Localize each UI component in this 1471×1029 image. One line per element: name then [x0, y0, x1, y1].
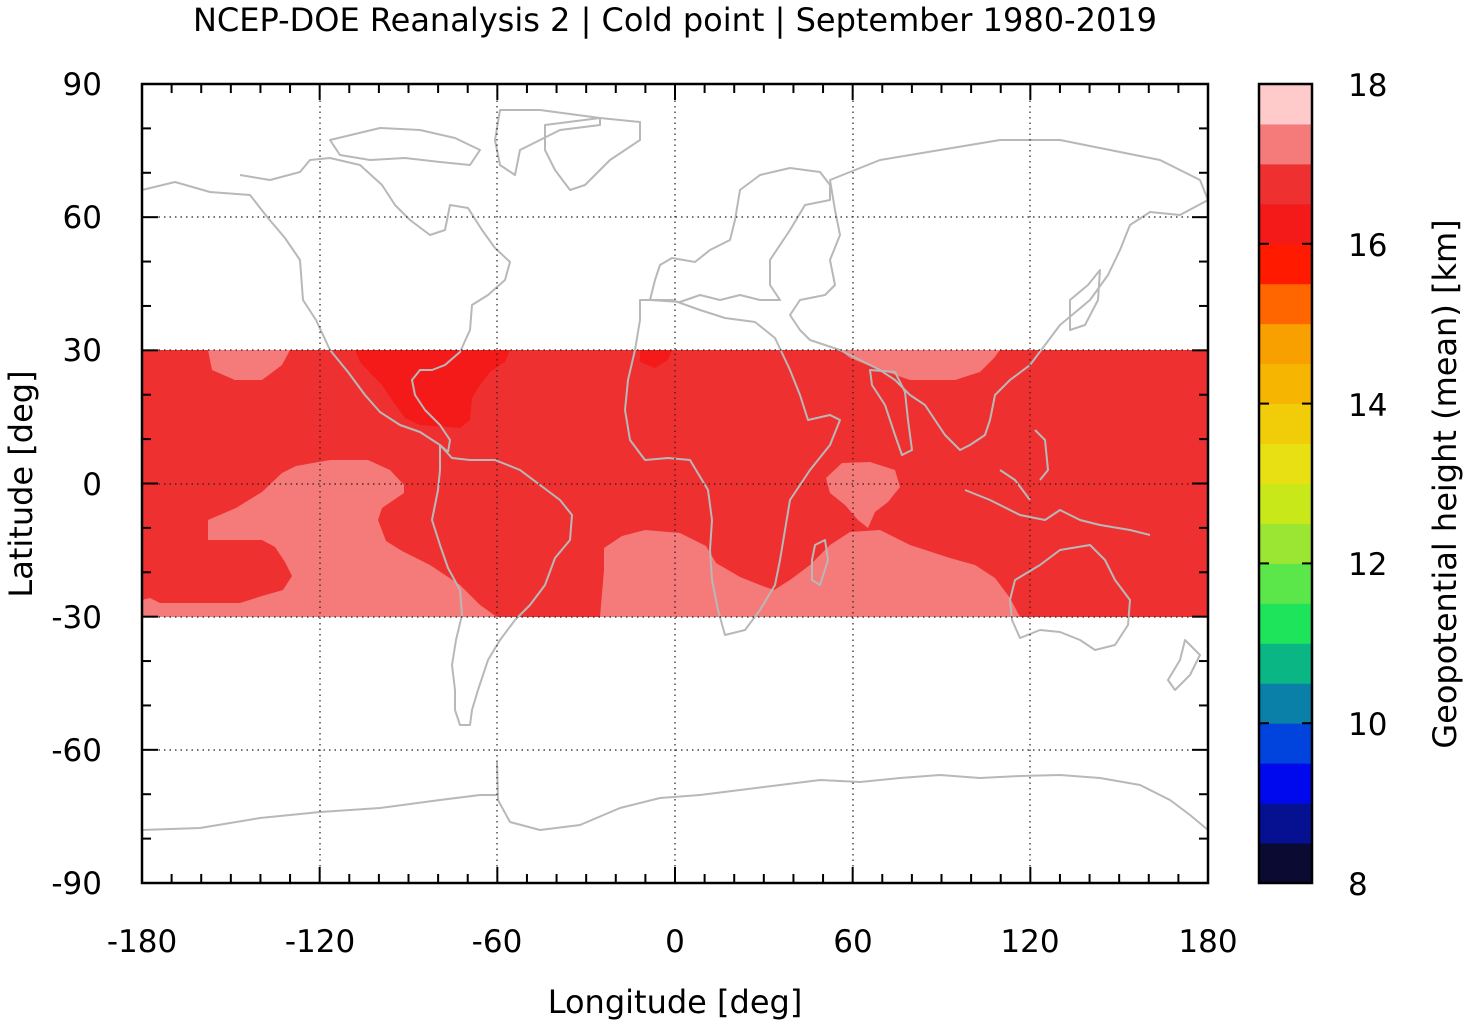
coastline-africa [624, 299, 841, 636]
colorbar-segment [1259, 403, 1312, 445]
x-tick-label: -120 [285, 924, 355, 960]
colorbar-tick-label: 16 [1348, 228, 1387, 264]
coastline-madagascar [811, 539, 829, 586]
colorbar-segment [1259, 163, 1312, 205]
coastline-new-zealand [1167, 639, 1201, 691]
coastline-arctic-islands [329, 109, 601, 176]
field-region-salmon-south-pacific [142, 460, 497, 617]
y-tick-label: 90 [63, 67, 102, 103]
field-region-salmon-indian-north [826, 462, 900, 528]
colorbar-tick-label: 12 [1348, 547, 1387, 583]
colorbar-segment [1259, 563, 1312, 604]
map-plot-area [140, 82, 1210, 885]
colorbar-segment [1259, 443, 1312, 484]
x-tick-labels: -180 -120 -60 0 60 120 180 [107, 924, 1238, 960]
colorbar-segment [1259, 323, 1312, 365]
x-axis-label: Longitude [deg] [548, 983, 803, 1021]
plot-frame [140, 82, 1210, 885]
colorbar-segment [1259, 363, 1312, 405]
colorbar-segment [1259, 763, 1312, 804]
field-region-deep-red-africa-nw [640, 350, 672, 368]
colorbar-tick-labels: 18 16 14 12 10 8 [1348, 68, 1387, 903]
y-tick-label: -60 [51, 733, 102, 769]
colorbar-segment [1259, 723, 1312, 764]
colorbar-tick-label: 8 [1348, 867, 1368, 903]
colorbar-segment [1259, 203, 1312, 245]
coastline-south-america [431, 444, 573, 726]
x-tick-label: -180 [107, 924, 177, 960]
field-region-salmon-north-pacific [208, 350, 290, 380]
coastline-greenland [544, 117, 641, 191]
colorbar-segment [1259, 123, 1312, 165]
coastline-maritime-continent [964, 429, 1151, 536]
x-tick-label: 180 [1178, 924, 1237, 960]
coastline-india [869, 369, 913, 456]
x-tick-label: -60 [472, 924, 523, 960]
colorbar-frame [1257, 82, 1314, 885]
y-tick-label: -90 [51, 866, 102, 902]
coastline-antarctica [141, 761, 1209, 831]
y-tick-labels: 90 60 30 0 -30 -60 -90 [51, 67, 102, 902]
field-region-salmon-south-atlantic [600, 530, 1020, 617]
y-tick-label: -30 [51, 600, 102, 636]
y-axis-label: Latitude [deg] [2, 370, 40, 597]
x-tick-label: 0 [665, 924, 685, 960]
colorbar-segment [1259, 523, 1312, 564]
colorbar-segment [1259, 843, 1312, 884]
x-tick-label: 120 [1000, 924, 1059, 960]
colorbar-segment [1259, 643, 1312, 684]
coastlines [141, 109, 1209, 831]
y-tick-label: 30 [63, 333, 102, 369]
coastline-japan [1069, 269, 1101, 331]
colorbar-segment [1259, 84, 1312, 125]
grid-lines [142, 84, 1208, 883]
colorbar-segment [1259, 483, 1312, 524]
coastline-australia [1009, 544, 1131, 651]
colorbar-tick-label: 10 [1348, 707, 1387, 743]
coastline-asia [789, 139, 1209, 451]
colorbar-segment [1259, 803, 1312, 844]
colorbar-tick-label: 18 [1348, 68, 1387, 104]
chart-title: NCEP-DOE Reanalysis 2 | Cold point | Sep… [193, 1, 1157, 39]
colorbar-tick-label: 14 [1348, 388, 1387, 424]
colorbar-label: Geopotential height (mean) [km] [1426, 219, 1464, 748]
colorbar-segment [1259, 283, 1312, 325]
coastline-north-america [141, 157, 511, 453]
y-tick-label: 0 [82, 467, 102, 503]
colorbar [1257, 82, 1314, 885]
x-tick-label: 60 [833, 924, 872, 960]
colorbar-segment [1259, 243, 1312, 285]
colorbar-segment [1259, 603, 1312, 644]
y-tick-label: 60 [63, 200, 102, 236]
field-region-salmon-asia [840, 350, 1000, 380]
colorbar-segment [1259, 683, 1312, 724]
field-region-deep-red-caribbean [355, 350, 510, 428]
